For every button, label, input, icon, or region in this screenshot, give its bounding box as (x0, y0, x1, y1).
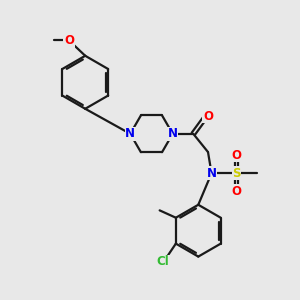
Text: O: O (232, 185, 242, 198)
Text: Cl: Cl (157, 255, 169, 268)
Text: N: N (206, 167, 217, 180)
Text: N: N (168, 127, 178, 140)
Text: O: O (64, 34, 74, 47)
Text: O: O (232, 148, 242, 161)
Text: O: O (203, 110, 213, 123)
Text: N: N (125, 127, 135, 140)
Text: S: S (232, 167, 241, 180)
